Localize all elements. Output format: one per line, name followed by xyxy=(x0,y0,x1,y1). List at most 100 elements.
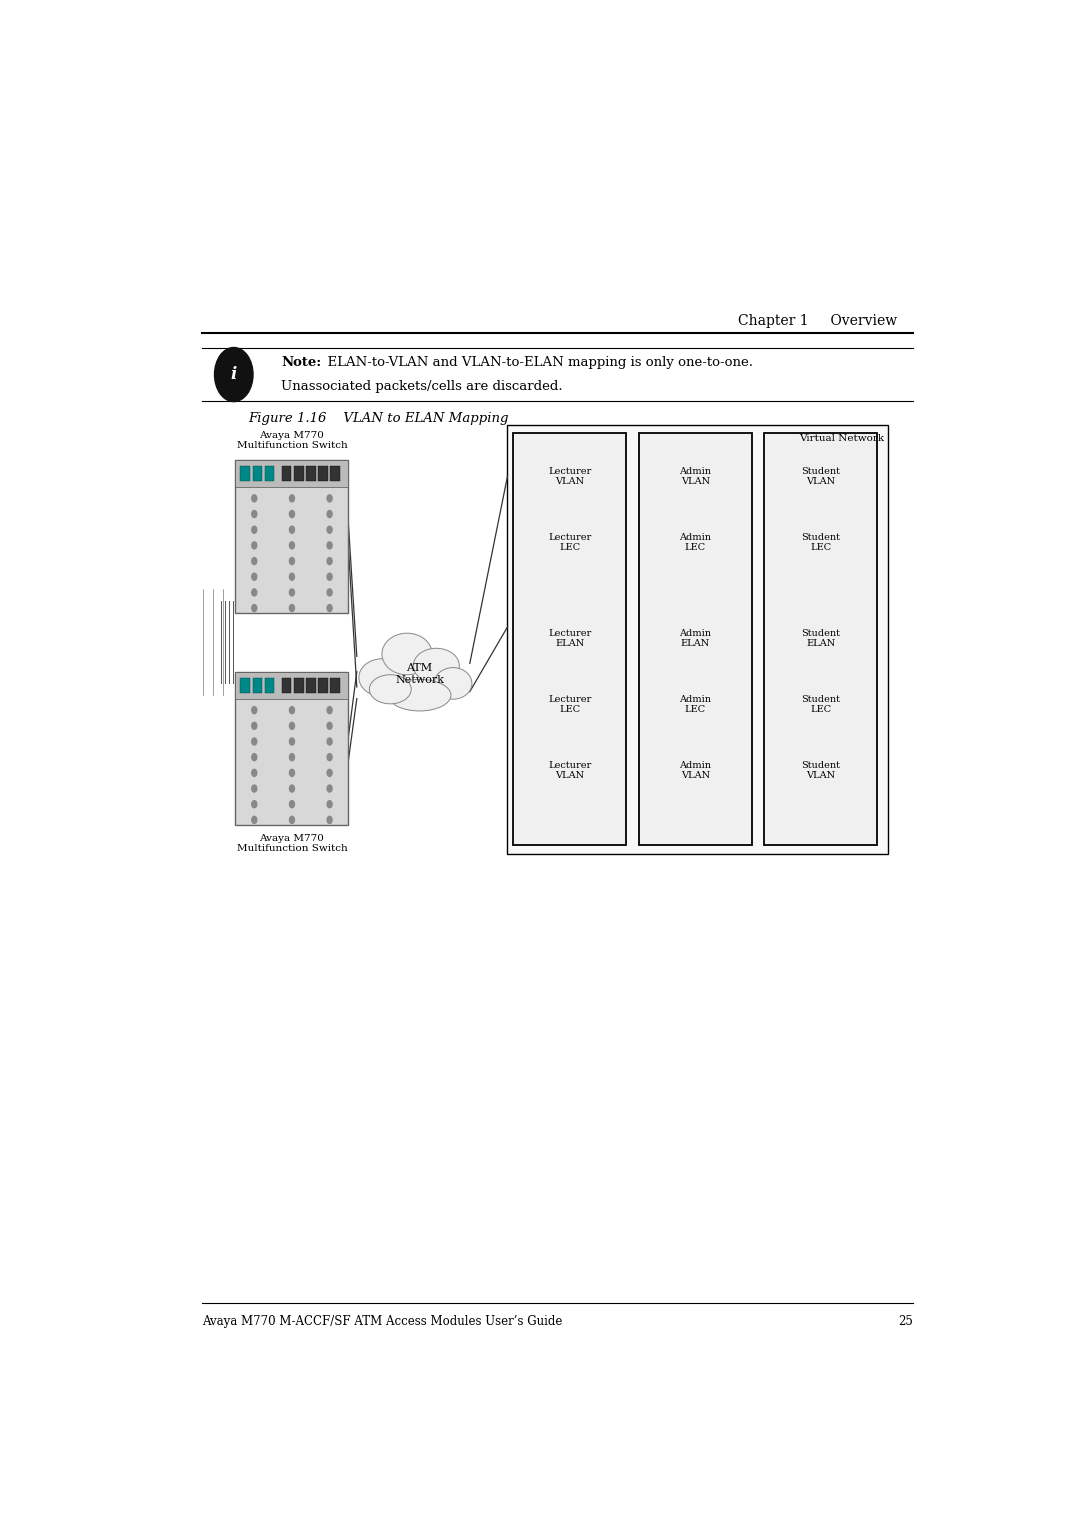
Text: 25: 25 xyxy=(899,1316,914,1328)
Circle shape xyxy=(252,573,257,581)
Circle shape xyxy=(289,588,295,596)
Circle shape xyxy=(327,801,333,808)
Text: Avaya M770
Multifunction Switch: Avaya M770 Multifunction Switch xyxy=(237,834,348,854)
Circle shape xyxy=(289,526,295,533)
Circle shape xyxy=(327,769,333,776)
FancyBboxPatch shape xyxy=(644,446,747,507)
Circle shape xyxy=(252,738,257,746)
Circle shape xyxy=(327,558,333,565)
FancyBboxPatch shape xyxy=(330,678,340,694)
Circle shape xyxy=(252,588,257,596)
Circle shape xyxy=(289,706,295,714)
FancyBboxPatch shape xyxy=(518,512,621,573)
FancyBboxPatch shape xyxy=(253,678,262,694)
Circle shape xyxy=(215,347,253,402)
Text: i: i xyxy=(230,367,237,384)
FancyBboxPatch shape xyxy=(319,678,328,694)
Text: Student
VLAN: Student VLAN xyxy=(801,761,840,781)
Text: Admin
ELAN: Admin ELAN xyxy=(679,630,712,648)
Ellipse shape xyxy=(388,680,451,711)
Ellipse shape xyxy=(369,675,411,704)
Text: Lecturer
ELAN: Lecturer ELAN xyxy=(549,630,592,648)
Circle shape xyxy=(289,542,295,549)
Circle shape xyxy=(327,738,333,746)
FancyBboxPatch shape xyxy=(518,446,621,507)
Text: Lecturer
VLAN: Lecturer VLAN xyxy=(549,761,592,781)
Circle shape xyxy=(289,495,295,501)
FancyBboxPatch shape xyxy=(769,740,873,801)
Circle shape xyxy=(289,753,295,761)
Circle shape xyxy=(289,785,295,792)
Circle shape xyxy=(252,558,257,565)
FancyBboxPatch shape xyxy=(518,608,621,669)
FancyBboxPatch shape xyxy=(235,672,349,700)
Circle shape xyxy=(327,526,333,533)
Circle shape xyxy=(252,542,257,549)
Text: Admin
LEC: Admin LEC xyxy=(679,695,712,714)
FancyBboxPatch shape xyxy=(241,466,251,481)
Text: Student
LEC: Student LEC xyxy=(801,533,840,552)
FancyBboxPatch shape xyxy=(306,466,315,481)
Circle shape xyxy=(252,801,257,808)
FancyBboxPatch shape xyxy=(235,460,349,613)
FancyBboxPatch shape xyxy=(282,466,292,481)
FancyBboxPatch shape xyxy=(644,740,747,801)
Ellipse shape xyxy=(382,633,432,675)
Text: Admin
VLAN: Admin VLAN xyxy=(679,761,712,781)
Circle shape xyxy=(289,510,295,518)
FancyBboxPatch shape xyxy=(769,512,873,573)
Circle shape xyxy=(327,816,333,824)
FancyBboxPatch shape xyxy=(644,674,747,735)
Text: Note:: Note: xyxy=(282,356,322,370)
Circle shape xyxy=(327,753,333,761)
FancyBboxPatch shape xyxy=(265,466,274,481)
FancyBboxPatch shape xyxy=(235,460,349,487)
Circle shape xyxy=(252,769,257,776)
Circle shape xyxy=(289,738,295,746)
Circle shape xyxy=(289,723,295,729)
Text: Figure 1.16    VLAN to ELAN Mapping: Figure 1.16 VLAN to ELAN Mapping xyxy=(248,411,509,425)
FancyBboxPatch shape xyxy=(253,466,262,481)
Text: Avaya M770 M-ACCF/SF ATM Access Modules User’s Guide: Avaya M770 M-ACCF/SF ATM Access Modules … xyxy=(202,1316,563,1328)
FancyBboxPatch shape xyxy=(644,512,747,573)
Text: ATM
Network: ATM Network xyxy=(395,663,444,685)
Circle shape xyxy=(252,785,257,792)
Circle shape xyxy=(327,573,333,581)
Text: Lecturer
LEC: Lecturer LEC xyxy=(549,533,592,552)
Text: Student
VLAN: Student VLAN xyxy=(801,466,840,486)
Circle shape xyxy=(327,495,333,501)
Ellipse shape xyxy=(414,648,459,683)
FancyBboxPatch shape xyxy=(241,678,251,694)
Text: Chapter 1     Overview: Chapter 1 Overview xyxy=(738,315,896,329)
Circle shape xyxy=(327,785,333,792)
Circle shape xyxy=(327,605,333,611)
Text: Student
LEC: Student LEC xyxy=(801,695,840,714)
Text: Admin
VLAN: Admin VLAN xyxy=(679,466,712,486)
Ellipse shape xyxy=(359,659,405,697)
Circle shape xyxy=(289,816,295,824)
Circle shape xyxy=(252,706,257,714)
Text: Student
ELAN: Student ELAN xyxy=(801,630,840,648)
Text: Lecturer
VLAN: Lecturer VLAN xyxy=(549,466,592,486)
Text: Unassociated packets/cells are discarded.: Unassociated packets/cells are discarded… xyxy=(282,380,563,393)
FancyBboxPatch shape xyxy=(644,608,747,669)
Circle shape xyxy=(327,588,333,596)
FancyBboxPatch shape xyxy=(769,608,873,669)
FancyBboxPatch shape xyxy=(306,678,315,694)
Circle shape xyxy=(252,753,257,761)
FancyBboxPatch shape xyxy=(769,446,873,507)
FancyBboxPatch shape xyxy=(518,674,621,735)
Circle shape xyxy=(252,510,257,518)
Circle shape xyxy=(252,526,257,533)
Circle shape xyxy=(289,801,295,808)
Circle shape xyxy=(327,510,333,518)
FancyBboxPatch shape xyxy=(294,466,303,481)
Circle shape xyxy=(327,706,333,714)
Circle shape xyxy=(252,495,257,501)
FancyBboxPatch shape xyxy=(235,672,349,825)
Circle shape xyxy=(289,558,295,565)
Circle shape xyxy=(289,573,295,581)
FancyBboxPatch shape xyxy=(330,466,340,481)
FancyBboxPatch shape xyxy=(513,432,626,845)
Circle shape xyxy=(327,542,333,549)
